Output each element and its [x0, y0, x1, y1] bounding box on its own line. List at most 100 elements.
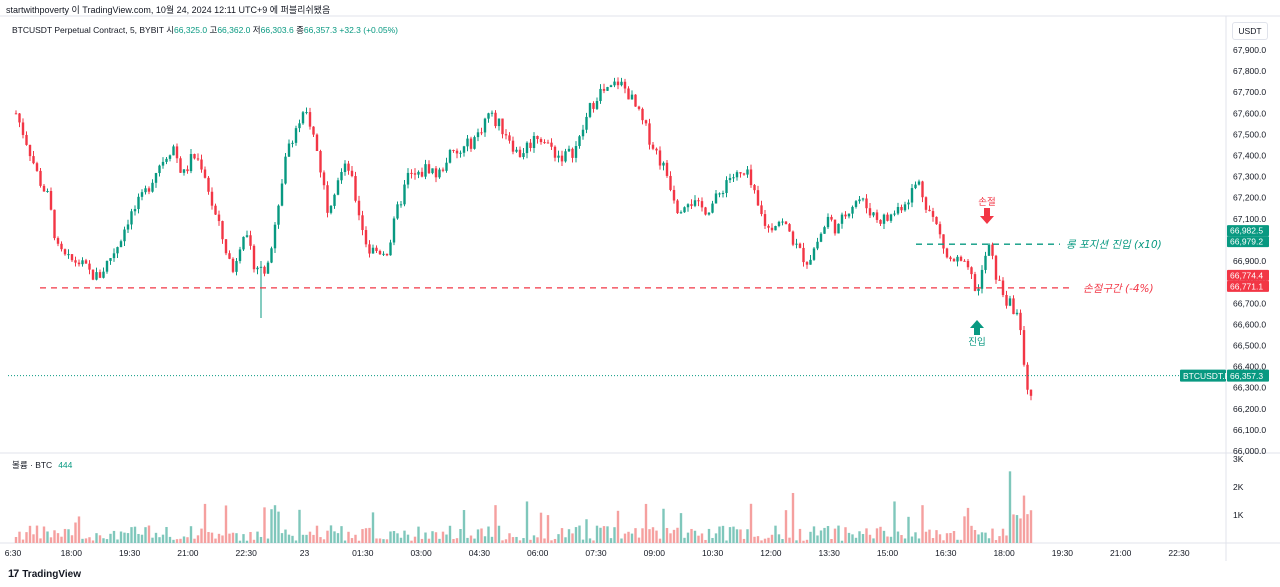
symbol-name[interactable]: BTCUSDT Perpetual Contract, 5, BYBIT — [12, 25, 164, 35]
candle-body — [861, 198, 865, 200]
volume-bar — [599, 527, 602, 543]
candle-body — [791, 231, 795, 245]
volume-bar — [1026, 514, 1029, 543]
price-tick-label: 67,800.0 — [1233, 66, 1266, 76]
candle-body — [287, 143, 291, 157]
candle-body — [504, 134, 508, 136]
price-tick-label: 66,100.0 — [1233, 425, 1266, 435]
tradingview-footer[interactable]: 17 TradingView — [8, 568, 81, 580]
candle-body — [522, 153, 525, 158]
price-tick-label: 67,900.0 — [1233, 45, 1266, 55]
candle-body — [952, 259, 956, 262]
candle-body — [420, 171, 424, 177]
volume-bar — [147, 525, 151, 543]
candle-body — [585, 116, 588, 130]
volume-bar — [459, 529, 462, 543]
volume-bar — [494, 505, 497, 543]
candle-body — [819, 233, 823, 242]
entry-arrow-icon — [970, 320, 984, 335]
candle-body — [893, 213, 896, 215]
candle-body — [91, 269, 95, 280]
volume-bar — [693, 530, 697, 543]
volume-bar — [95, 533, 98, 543]
candle-body — [553, 146, 557, 158]
candle-body — [448, 150, 452, 163]
volume-bar — [518, 540, 522, 543]
candle-body — [956, 256, 959, 262]
volume-bar — [588, 538, 592, 543]
candle-body — [683, 207, 686, 213]
volume-bar — [298, 509, 301, 543]
volume-bar — [18, 531, 21, 543]
currency-button[interactable]: USDT — [1232, 22, 1268, 40]
candle-body — [392, 218, 396, 243]
volume-bar — [690, 528, 693, 543]
candle-body — [609, 85, 613, 88]
candle-body — [459, 152, 462, 154]
long-price-tag-top: 66,982.5 — [1230, 226, 1263, 236]
symbol-price-tag: BTCUSDT.P — [1183, 371, 1231, 381]
volume-bar — [928, 529, 931, 543]
volume-bar — [67, 529, 70, 543]
candle-body — [357, 200, 361, 216]
candle-body — [578, 136, 581, 147]
candle-body — [487, 113, 490, 119]
volume-bar — [483, 536, 487, 543]
volume-legend: 볼륨 · BTC 444 — [12, 459, 72, 471]
volume-bar — [420, 538, 424, 543]
candle-body — [469, 138, 473, 149]
volume-bar — [291, 535, 294, 543]
candle-body — [256, 267, 259, 270]
publish-header: startwithpoverty 이 TradingView.com, 10월 … — [6, 5, 331, 15]
volume-bar — [826, 526, 830, 543]
volume-bars — [14, 471, 1033, 543]
volume-bar — [130, 527, 133, 543]
volume-bar — [812, 526, 816, 543]
candle-body — [298, 123, 301, 129]
volume-bar — [497, 525, 501, 543]
volume-bar — [546, 515, 550, 543]
candle-body — [574, 146, 578, 158]
volume-bar — [49, 537, 53, 543]
candle-body — [557, 155, 560, 158]
volume-bar — [77, 516, 81, 543]
candle-body — [529, 142, 532, 148]
volume-bar — [354, 534, 357, 543]
candle-body — [669, 175, 672, 190]
candle-body — [196, 158, 200, 160]
volume-value: 444 — [58, 460, 73, 470]
candle-body — [697, 200, 700, 202]
volume-bar — [809, 531, 812, 543]
candle-body — [203, 169, 207, 178]
volume-bar — [182, 536, 186, 543]
volume-bar — [161, 534, 165, 543]
volume-bar — [592, 540, 595, 543]
candle-body — [182, 169, 186, 173]
volume-bar — [893, 501, 896, 543]
volume-bar — [984, 532, 987, 543]
volume-bar — [133, 526, 137, 543]
candle-body — [382, 253, 385, 255]
volume-bar — [151, 537, 154, 543]
candle-body — [98, 272, 102, 278]
volume-bar — [830, 539, 833, 543]
time-tick-label: 15:00 — [877, 548, 899, 558]
candle-body — [637, 106, 641, 109]
volume-bar — [88, 537, 91, 543]
volume-bar — [396, 533, 399, 543]
candle-body — [616, 81, 620, 86]
volume-bar — [525, 501, 529, 543]
volume-bar — [172, 539, 175, 543]
volume-bar — [581, 539, 585, 543]
candle-body — [165, 158, 168, 162]
candle-body — [641, 108, 644, 121]
candle-body — [161, 161, 165, 166]
volume-bar — [319, 537, 322, 543]
volume-bar — [480, 528, 483, 543]
volume-bar — [193, 538, 196, 543]
candle-body — [371, 247, 375, 254]
candle-body — [851, 206, 854, 214]
candle-body — [886, 214, 889, 221]
volume-bar — [1001, 528, 1005, 543]
